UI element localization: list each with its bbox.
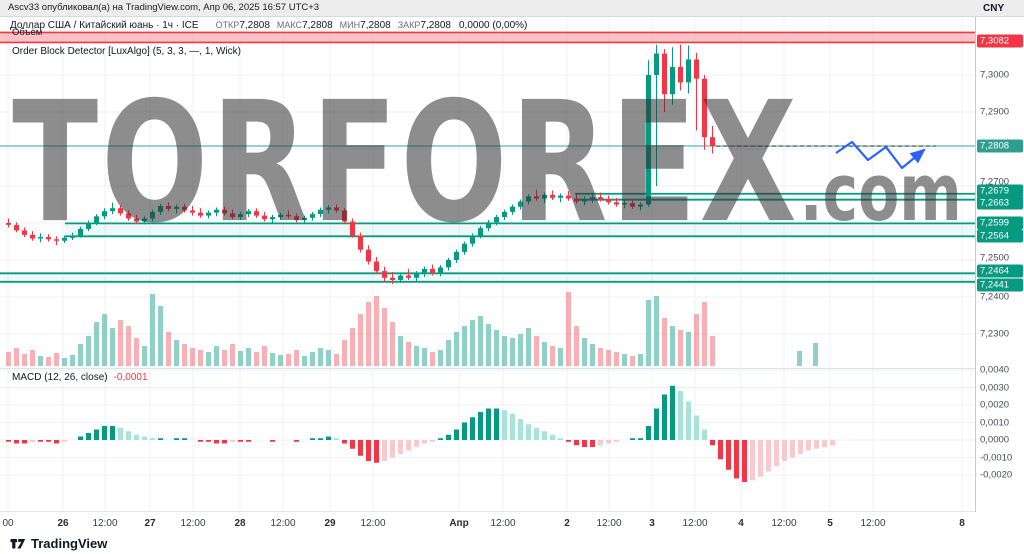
- volume-indicator-label[interactable]: Объём: [12, 27, 43, 38]
- time-axis[interactable]: 00 26 12:00 27 12:00 28 12:00 29 12:00 Апр 12:00 2 1…: [0, 512, 975, 536]
- time-label: 12:00: [92, 518, 118, 529]
- price-label: 7,2400: [980, 291, 1010, 303]
- ohlc-label: ЗАКР: [397, 20, 421, 30]
- price-badge-green: 7,2441: [977, 278, 1023, 292]
- time-label: 00: [2, 518, 14, 529]
- ohlc-value: 7,2808: [239, 20, 270, 31]
- macd-scale-label: 0,0040: [980, 364, 1010, 376]
- watermark-text: TORFOREX: [12, 65, 800, 260]
- ohlc-value: 7,2808: [420, 20, 451, 31]
- price-label: 7,2900: [980, 106, 1010, 118]
- macd-scale-label: 0,0030: [980, 382, 1010, 393]
- time-label: 8: [959, 518, 965, 529]
- time-label: 12:00: [360, 518, 386, 529]
- price-label: 7,2700: [980, 176, 1010, 188]
- time-label: 12:00: [860, 518, 886, 529]
- time-label: 12:00: [180, 518, 206, 529]
- time-label: 26: [57, 518, 69, 529]
- macd-scale-label: 0,0000: [980, 434, 1010, 446]
- ohlc-label: МИН: [339, 20, 361, 30]
- time-label: 29: [324, 518, 336, 529]
- time-label: 28: [234, 518, 246, 529]
- macd-current-value: -0,0001: [113, 372, 148, 383]
- ohlc-label: МАКС: [276, 20, 303, 30]
- symbol-title[interactable]: Доллар США / Китайский юань · 1ч · ICE: [10, 20, 199, 31]
- ohlc-label: ОТКР: [215, 20, 240, 30]
- ohlc-values: ОТКР7,2808 МАКС7,2808 МИН7,2808 ЗАКР7,2808: [209, 20, 451, 31]
- price-badge-red: 7,3082: [977, 34, 1023, 48]
- tradingview-wordmark: TradingView: [31, 536, 108, 551]
- time-label: 3: [649, 518, 655, 529]
- time-label: Апр: [449, 518, 469, 529]
- ohlc-value: 7,2808: [302, 20, 333, 31]
- macd-scale-label: 0,0020: [980, 399, 1010, 411]
- time-label: 5: [827, 518, 833, 529]
- time-label: 12:00: [270, 518, 296, 529]
- time-label: 12:00: [771, 518, 797, 529]
- macd-scale-label: -0,0010: [980, 452, 1013, 463]
- ohlc-value: 7,2808: [360, 20, 391, 31]
- price-label: 7,2500: [980, 252, 1010, 264]
- price-badge-green: 7,2464: [977, 264, 1023, 278]
- footer: TradingView: [0, 536, 1024, 554]
- macd-title: MACD (12, 26, close): [12, 372, 108, 383]
- price-scale[interactable]: 7,3000 7,2900 7,2700 7,2500 7,2400 7,2300 0,00…: [976, 17, 1024, 512]
- tradingview-brand[interactable]: TradingView: [10, 536, 107, 551]
- time-label: 4: [738, 518, 744, 529]
- symbol-header: Доллар США / Китайский юань · 1ч · ICE ОТ…: [10, 20, 527, 31]
- order-block-indicator-label[interactable]: Order Block Detector [LuxAlgo] (5, 3, 3,…: [12, 46, 241, 57]
- time-label: 2: [564, 518, 570, 529]
- price-badge-teal: 7,2808: [977, 139, 1023, 153]
- price-badge-green: 7,2564: [977, 229, 1023, 243]
- price-badge-green: 7,2679: [977, 184, 1023, 198]
- change-value: 0,0000 (0,00%): [459, 20, 528, 31]
- time-label: 12:00: [596, 518, 622, 529]
- publish-info: Ascv33 опубликовал(а) на TradingView.com…: [8, 2, 320, 13]
- price-label: 7,3000: [980, 69, 1010, 81]
- publish-bar: Ascv33 опубликовал(а) на TradingView.com…: [0, 0, 1024, 17]
- tradingview-logo-icon: [10, 539, 26, 549]
- time-label: 12:00: [682, 518, 708, 529]
- price-label: 7,2300: [980, 328, 1010, 340]
- time-label: 12:00: [490, 518, 516, 529]
- price-badge-green: 7,2663: [977, 196, 1023, 210]
- price-scale-separator: [975, 17, 976, 512]
- macd-scale-label: -0,0020: [980, 469, 1013, 481]
- macd-scale-label: 0,0010: [980, 417, 1010, 428]
- watermark-suffix: .com: [799, 147, 962, 240]
- quote-currency-label: CNY: [983, 3, 1005, 14]
- macd-indicator-label[interactable]: MACD (12, 26, close) -0,0001: [12, 372, 148, 383]
- time-label: 27: [144, 518, 156, 529]
- price-badge-green: 7,2599: [977, 216, 1023, 230]
- watermark: TORFOREX .com: [12, 65, 962, 293]
